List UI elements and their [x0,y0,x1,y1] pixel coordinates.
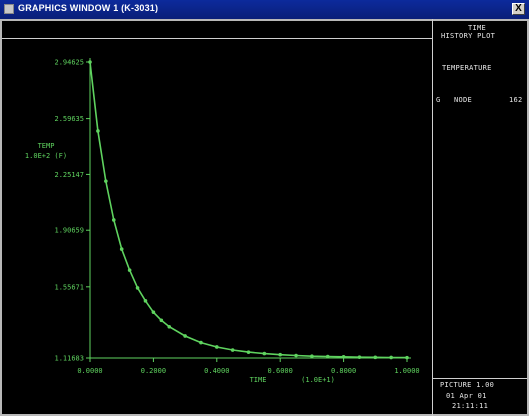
data-point [278,352,283,357]
x-tick-label: 0.0000 [77,367,102,375]
data-point [310,354,314,358]
x-tick-label: 0.6000 [268,367,293,375]
y-axis-label: TEMP [38,142,55,150]
x-tick-label: 1.0000 [394,367,419,375]
data-point [389,355,393,360]
data-point [104,179,108,183]
data-point [96,129,100,133]
footer-picture: PICTURE 1.00 [440,381,495,389]
data-point [357,355,362,359]
footer-date: 01 Apr 01 [446,392,487,400]
y-tick-label: 2.25147 [54,171,84,179]
side-heading: TEMPERATURE [442,64,492,72]
x-axis-unit: (1.0E+1) [301,376,335,384]
x-tick-label: 0.8000 [331,367,356,375]
x-tick-label: 0.2000 [141,367,166,375]
data-point [183,334,187,338]
data-point [341,355,346,359]
data-point [405,355,409,360]
legend-col-node: NODE [454,96,473,104]
data-point [294,353,298,358]
side-title-line-2: HISTORY PLOT [441,32,496,40]
data-point [215,345,219,349]
title-bar: GRAPHICS WINDOW 1 (K-3031) X [0,0,529,19]
data-point [262,351,267,356]
data-point [127,268,132,272]
legend-symbol: G [436,96,441,104]
y-tick-label: 2.94625 [54,59,84,67]
legend-col-id: 162 [509,96,523,104]
data-point [230,348,235,352]
data-point [119,247,124,251]
series-line [89,61,408,359]
close-button[interactable]: X [512,3,525,15]
data-point [111,218,116,222]
y-tick-label: 1.11683 [54,355,84,363]
y-tick-label: 1.90659 [54,227,84,235]
footer-box [433,378,527,415]
y-tick-label: 1.55671 [54,283,84,291]
data-point [373,355,378,360]
footer-time: 21:11:11 [452,402,489,410]
x-axis-label: TIME [250,376,267,384]
data-point [167,324,172,329]
data-point [325,354,330,359]
graphics-frame [0,19,529,416]
plot-top-rule [2,38,432,39]
y-tick-label: 2.59635 [54,115,84,123]
data-point [199,340,203,345]
data-point [151,310,156,314]
side-divider [432,19,433,416]
window-icon [4,4,14,14]
data-point [246,350,251,354]
data-point [88,60,92,64]
data-point [159,318,164,323]
y-axis-unit: 1.0E+2 (F) [25,152,67,160]
chart-labels: 2.94625 2.59635 2.25147 1.90659 1.55671 1.116… [25,59,420,385]
data-point [143,299,148,303]
chart-axes [86,58,411,362]
window-title: GRAPHICS WINDOW 1 (K-3031) [18,3,159,13]
data-point [135,286,140,290]
chart-series [88,60,409,360]
side-title-line-1: TIME [468,24,487,32]
x-tick-label: 0.4000 [204,367,229,375]
